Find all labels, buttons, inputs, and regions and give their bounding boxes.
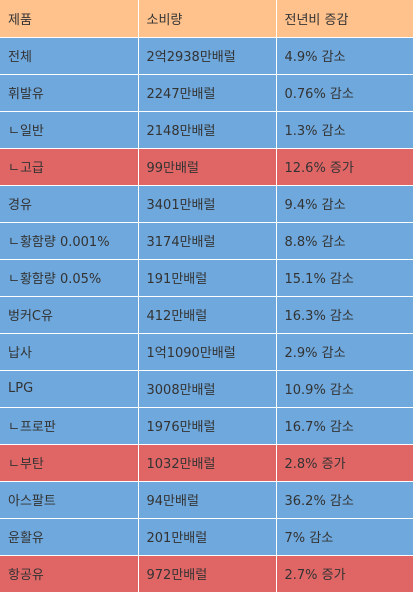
cell-consumption: 3401만배럴 (138, 185, 277, 223)
cell-consumption: 2148만배럴 (138, 111, 277, 149)
cell-consumption: 2247만배럴 (138, 74, 277, 112)
cell-change: 0.76% 감소 (276, 74, 413, 112)
cell-change: 1.3% 감소 (276, 111, 413, 149)
cell-product: LPG (0, 370, 139, 408)
cell-consumption: 2억2938만배럴 (138, 37, 277, 75)
cell-consumption: 972만배럴 (138, 555, 277, 593)
table-row: ㄴ부탄 1032만배럴 2.8% 증가 (0, 444, 413, 482)
table-row: 윤활유 201만배럴 7% 감소 (0, 518, 413, 556)
table-row: 벙커C유 412만배럴 16.3% 감소 (0, 296, 413, 334)
table-row: ㄴ일반 2148만배럴 1.3% 감소 (0, 111, 413, 149)
cell-consumption: 412만배럴 (138, 296, 277, 334)
table-row: ㄴ황함량 0.05% 191만배럴 15.1% 감소 (0, 259, 413, 297)
table-row: 전체 2억2938만배럴 4.9% 감소 (0, 37, 413, 75)
table-row: 휘발유 2247만배럴 0.76% 감소 (0, 74, 413, 112)
table-row: 아스팔트 94만배럴 36.2% 감소 (0, 481, 413, 519)
cell-product: 휘발유 (0, 74, 139, 112)
header-product: 제품 (0, 0, 139, 38)
cell-change: 7% 감소 (276, 518, 413, 556)
cell-product: ㄴ부탄 (0, 444, 139, 482)
cell-change: 12.6% 증가 (276, 148, 413, 186)
cell-consumption: 1976만배럴 (138, 407, 277, 445)
cell-consumption: 3174만배럴 (138, 222, 277, 260)
cell-product: ㄴ고급 (0, 148, 139, 186)
table-row: 납사 1억1090만배럴 2.9% 감소 (0, 333, 413, 371)
table-row: ㄴ프로판 1976만배럴 16.7% 감소 (0, 407, 413, 445)
cell-change: 2.8% 증가 (276, 444, 413, 482)
cell-consumption: 201만배럴 (138, 518, 277, 556)
cell-change: 16.3% 감소 (276, 296, 413, 334)
cell-product: ㄴ프로판 (0, 407, 139, 445)
cell-product: 아스팔트 (0, 481, 139, 519)
table-row: ㄴ황함량 0.001% 3174만배럴 8.8% 감소 (0, 222, 413, 260)
table-row: 항공유 972만배럴 2.7% 증가 (0, 555, 413, 593)
cell-change: 15.1% 감소 (276, 259, 413, 297)
cell-change: 2.9% 감소 (276, 333, 413, 371)
cell-product: 항공유 (0, 555, 139, 593)
header-consumption: 소비량 (138, 0, 277, 38)
cell-change: 10.9% 감소 (276, 370, 413, 408)
cell-change: 2.7% 증가 (276, 555, 413, 593)
cell-product: 벙커C유 (0, 296, 139, 334)
table-row: LPG 3008만배럴 10.9% 감소 (0, 370, 413, 408)
cell-consumption: 3008만배럴 (138, 370, 277, 408)
cell-product: 전체 (0, 37, 139, 75)
table-row: 경유 3401만배럴 9.4% 감소 (0, 185, 413, 223)
cell-product: 윤활유 (0, 518, 139, 556)
cell-change: 36.2% 감소 (276, 481, 413, 519)
cell-consumption: 1억1090만배럴 (138, 333, 277, 371)
cell-product: ㄴ일반 (0, 111, 139, 149)
cell-change: 8.8% 감소 (276, 222, 413, 260)
cell-consumption: 99만배럴 (138, 148, 277, 186)
cell-consumption: 94만배럴 (138, 481, 277, 519)
table-row: ㄴ고급 99만배럴 12.6% 증가 (0, 148, 413, 186)
cell-product: ㄴ황함량 0.001% (0, 222, 139, 260)
cell-product: ㄴ황함량 0.05% (0, 259, 139, 297)
cell-change: 4.9% 감소 (276, 37, 413, 75)
cell-consumption: 191만배럴 (138, 259, 277, 297)
cell-consumption: 1032만배럴 (138, 444, 277, 482)
cell-product: 납사 (0, 333, 139, 371)
cell-product: 경유 (0, 185, 139, 223)
cell-change: 9.4% 감소 (276, 185, 413, 223)
cell-change: 16.7% 감소 (276, 407, 413, 445)
header-change: 전년비 증감 (276, 0, 413, 38)
header-row: 제품 소비량 전년비 증감 (0, 0, 413, 38)
